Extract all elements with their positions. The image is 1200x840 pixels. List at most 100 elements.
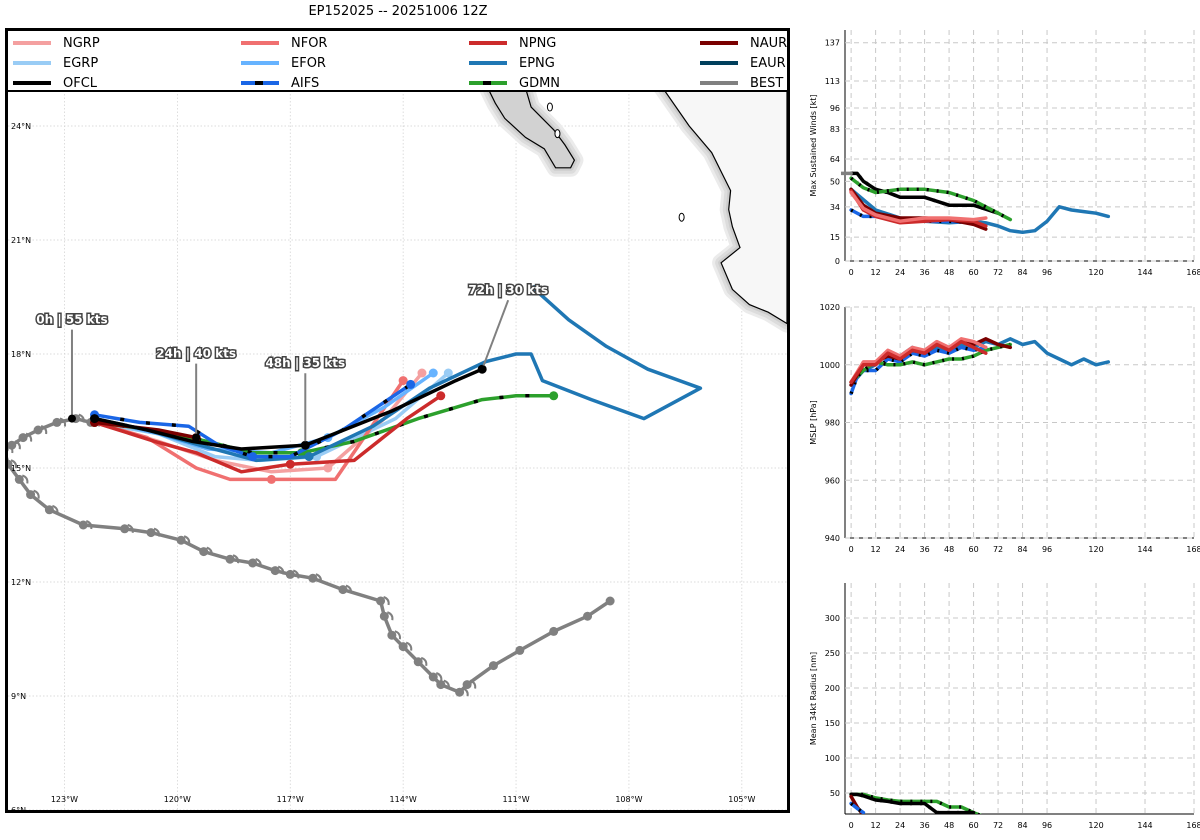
- legend-item-nfor: NFOR: [239, 33, 327, 53]
- island-1: [554, 129, 561, 139]
- x-tick-label: 48: [944, 545, 954, 554]
- best-point: [376, 596, 386, 606]
- series-nfor: [849, 337, 988, 384]
- track-point-ofcl: [90, 414, 100, 424]
- best-point: [338, 585, 348, 595]
- lat-tick-label: 24°N: [11, 122, 31, 131]
- series-group: [849, 792, 982, 814]
- best-point: [455, 687, 465, 697]
- series-nfor: [849, 190, 988, 223]
- best-symbol: [183, 535, 191, 545]
- x-tick-label: 168: [1186, 821, 1200, 830]
- legend-swatch-ngrp: [13, 41, 51, 45]
- y-tick-label: 980: [825, 419, 840, 428]
- x-tick-label: 60: [968, 268, 978, 277]
- mexico-mainland: [616, 31, 787, 325]
- legend-label: NPNG: [519, 35, 557, 51]
- series-aifs: [849, 801, 866, 814]
- series-ofcl: [849, 792, 976, 814]
- best-point: [462, 680, 472, 690]
- series-group: [849, 337, 1111, 396]
- lon-tick-label: 108°W: [615, 795, 642, 804]
- x-tick-label: 36: [920, 821, 930, 830]
- series-group: [841, 171, 1111, 235]
- best-symbol: [78, 413, 85, 423]
- best-point: [387, 630, 397, 640]
- annotation-label: 48h | 35 kts: [265, 356, 345, 370]
- track-point-nfor: [398, 376, 408, 386]
- legend-swatch-naur: [700, 41, 738, 45]
- best-symbol: [435, 672, 443, 682]
- best-symbol: [127, 523, 134, 533]
- x-tick-label: 36: [920, 545, 930, 554]
- best-symbol: [383, 596, 390, 606]
- lon-tick-label: 111°W: [502, 795, 529, 804]
- best-symbol: [443, 679, 450, 689]
- x-tick-label: 72: [993, 545, 1003, 554]
- best-point: [605, 596, 615, 606]
- annotation-leader: [481, 299, 510, 370]
- best-point: [225, 554, 235, 564]
- track-line-npng: [92, 394, 443, 474]
- best-symbol: [345, 584, 353, 594]
- series-gdmn: [849, 176, 1013, 222]
- track-efor: [90, 368, 438, 455]
- lat-tick-label: 18°N: [11, 350, 31, 359]
- panel-2: 0 12 24 36 48 60 72 84 96 120 144 168 50 100 150 200 250…: [809, 583, 1200, 830]
- best-symbol: [14, 440, 21, 450]
- island-2: [678, 212, 685, 222]
- legend-swatch-npng: [469, 41, 507, 45]
- best-symbol: [315, 573, 322, 583]
- x-tick-label: 96: [1042, 268, 1052, 277]
- x-tick-label: 36: [920, 268, 930, 277]
- best-symbol: [255, 558, 262, 568]
- legend-label: NGRP: [63, 35, 100, 51]
- legend-item-ofcl: OFCL: [11, 73, 100, 93]
- x-tick-label: 0: [849, 545, 854, 554]
- best-symbol: [10, 459, 18, 469]
- legend-swatch-nfor: [241, 41, 279, 45]
- x-tick-label: 144: [1137, 268, 1152, 277]
- legend-swatch-eaur: [700, 61, 738, 65]
- best-point: [413, 657, 423, 667]
- annotation-point: [192, 433, 201, 442]
- track-point-efor: [428, 368, 438, 378]
- y-tick-label: 83: [830, 125, 840, 134]
- x-tick-label: 72: [993, 821, 1003, 830]
- x-tick-label: 84: [1017, 268, 1027, 277]
- legend-item-gdmn: GDMN: [467, 73, 560, 93]
- series-dash-ofcl: [851, 171, 999, 215]
- x-tick-label: 144: [1137, 821, 1152, 830]
- track-point-npng: [285, 459, 295, 469]
- best-point: [52, 417, 62, 427]
- series-aifs: [849, 345, 988, 396]
- y-tick-label: 300: [825, 614, 840, 623]
- legend-item-eaur: EAUR: [698, 53, 787, 73]
- y-tick-label: 1020: [820, 303, 840, 312]
- legend-swatch-gdmn: [469, 81, 507, 85]
- y-tick-label: 940: [825, 534, 840, 543]
- legend-item-naur: NAUR: [698, 33, 787, 53]
- annotation-label: 0h | 55 kts: [36, 313, 107, 327]
- track-point-epng: [530, 284, 540, 294]
- y-tick-label: 50: [830, 177, 840, 186]
- best-symbol: [52, 504, 59, 514]
- x-tick-label: 168: [1186, 545, 1200, 554]
- lat-tick-label: 12°N: [11, 578, 31, 587]
- best-symbol: [277, 565, 285, 575]
- chart-title: EP152025 -- 20251006 12Z: [308, 4, 488, 19]
- annotation-point: [67, 414, 76, 423]
- best-point: [515, 645, 525, 655]
- intensity-panels: 0 12 24 36 48 60 72 84 96 120 144 16801534506483961…: [809, 30, 1200, 830]
- x-tick-label: 96: [1042, 821, 1052, 830]
- best-point: [436, 680, 446, 690]
- best-symbol: [33, 489, 40, 499]
- x-tick-label: 12: [871, 268, 881, 277]
- best-point: [549, 626, 559, 636]
- y-tick-label: 1000: [820, 361, 840, 370]
- legend-swatch-epng: [469, 61, 507, 65]
- legend: NGRP EGRP OFCL NFOR EFOR AIFS NPNG EPNG GDMN NAUR…: [8, 31, 787, 92]
- best-point: [14, 474, 24, 484]
- best-point: [33, 425, 43, 435]
- track-point-nfor: [266, 474, 276, 484]
